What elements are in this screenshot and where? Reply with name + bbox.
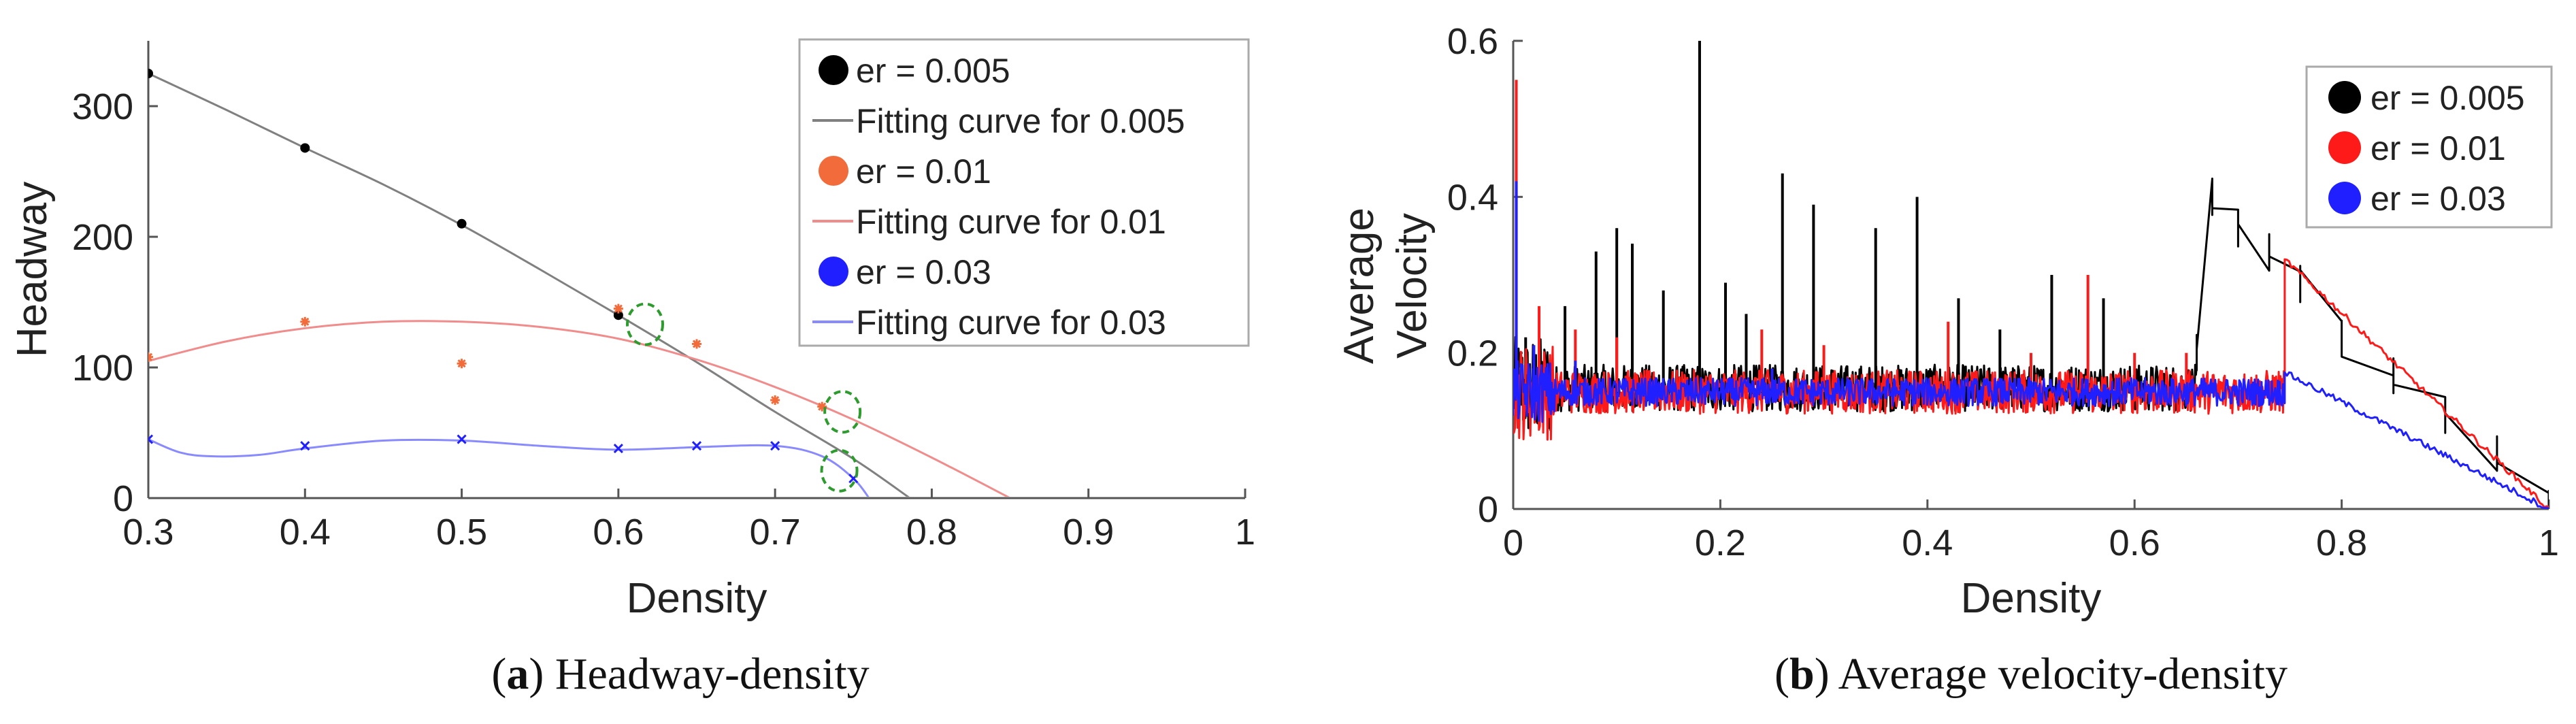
fit-curve-er-001 [148, 320, 1010, 497]
data-point-er-001 [457, 359, 467, 369]
panel-a-y-tick-label: 300 [72, 86, 133, 127]
panel-a-x-tick-label: 0.4 [280, 512, 331, 553]
data-point-er-003 [148, 434, 154, 444]
data-point-er-0005 [148, 69, 153, 78]
annotation-dashed-circle [820, 448, 859, 493]
panel-b-x-tick-label: 1 [2539, 523, 2559, 563]
legend-b-label-er-0005: er = 0.005 [2371, 79, 2525, 117]
velocity-trace-er-003 [1513, 360, 2549, 509]
panel-a-x-tick-label: 0.9 [1063, 512, 1114, 553]
legend-b-marker-er-001 [2328, 131, 2361, 164]
annotation-dashed-circle [823, 390, 862, 434]
panel-a-y-tick-label: 100 [72, 348, 133, 389]
data-point-er-001 [770, 395, 780, 405]
fit-curve-er-003 [148, 438, 870, 497]
panel-b-x-tick-label: 0 [1503, 523, 1523, 563]
data-point-er-003 [613, 443, 623, 454]
legend-a-label-fit-0005: Fitting curve for 0.005 [856, 102, 1185, 140]
panel-a-headway-density: 0.3 0.4 0.5 0.6 0.7 0.8 0.9 1 0 100 200 300 Densit… [9, 38, 1255, 699]
fit-curve-er-0005 [148, 72, 910, 497]
data-point-er-001 [692, 339, 701, 349]
panel-a-x-tick-label: 0.7 [750, 512, 801, 553]
panel-a-x-axis-label: Density [627, 575, 767, 622]
panel-b-y-axis-label-line2: Velocity [1389, 213, 1436, 359]
data-point-er-003 [691, 441, 702, 451]
legend-a-label-er-0005: er = 0.005 [856, 52, 1010, 90]
panel-b-x-tick-label: 0.8 [2316, 523, 2367, 563]
legend-a-marker-er-0005 [819, 55, 848, 85]
legend-b-marker-er-003 [2328, 182, 2361, 214]
legend-a-label-er-003: er = 0.03 [856, 253, 991, 291]
panel-a-y-tick-label: 200 [72, 217, 133, 258]
panel-a-legend-box [798, 38, 1250, 347]
data-point-er-003 [300, 441, 310, 451]
panel-a-x-tick-label: 0.5 [436, 512, 487, 553]
panel-a-caption-text: Headway-density [555, 649, 870, 699]
annotation-dashed-circle [626, 302, 665, 346]
legend-b-marker-er-0005 [2328, 81, 2361, 114]
panel-b-axes [1512, 41, 2549, 510]
data-point-er-001 [613, 303, 623, 314]
panel-b-x-tick-label: 0.2 [1695, 523, 1746, 563]
panel-a-caption-letter: a [506, 649, 529, 699]
data-point-er-0005 [457, 218, 467, 229]
panel-a-caption: (a) Headway-density [491, 649, 869, 699]
legend-a-label-fit-001: Fitting curve for 0.01 [856, 203, 1166, 241]
panel-b-x-tick-label: 0.6 [2109, 523, 2160, 563]
panel-b-plot-area [1513, 41, 2549, 509]
panel-b-y-tick-label: 0 [1478, 489, 1498, 530]
panel-b-x-axis-label: Density [1961, 575, 2102, 622]
panel-b-caption-letter: b [1789, 649, 1815, 699]
panel-b-caption: (b) Average velocity-density [1774, 649, 2288, 699]
panel-b-legend: er = 0.005 er = 0.01 er = 0.03 [2305, 65, 2553, 229]
legend-a-label-fit-003: Fitting curve for 0.03 [856, 303, 1166, 342]
panel-a-x-tick-label: 0.3 [122, 512, 174, 553]
legend-b-label-er-003: er = 0.03 [2371, 180, 2506, 218]
panel-a-x-ticks: 0.3 0.4 0.5 0.6 0.7 0.8 0.9 1 [122, 489, 1255, 553]
panel-b-y-tick-label: 0.4 [1447, 177, 1498, 218]
data-point-er-0005 [300, 143, 310, 153]
panel-a-legend: er = 0.005 Fitting curve for 0.005 er = … [798, 38, 1250, 347]
data-point-er-001 [817, 401, 827, 412]
panel-a-x-tick-label: 0.6 [593, 512, 644, 553]
panel-a-axes [147, 41, 1245, 499]
data-point-er-003 [770, 441, 780, 451]
data-point-er-003 [457, 434, 467, 444]
legend-a-marker-er-001 [819, 156, 848, 186]
panel-b-y-tick-label: 0.2 [1447, 333, 1498, 374]
panel-b-y-axis-label-line1: Average [1336, 208, 1383, 364]
panel-b-x-tick-label: 0.4 [1902, 523, 1953, 563]
legend-a-label-er-001: er = 0.01 [856, 152, 991, 191]
data-point-er-001 [148, 352, 153, 362]
panel-b-x-ticks: 0 0.2 0.4 0.6 0.8 1 [1503, 499, 2559, 563]
panel-a-y-tick-label: 0 [113, 478, 133, 519]
panel-a-x-tick-label: 1 [1235, 512, 1255, 553]
legend-a-marker-er-003 [819, 257, 848, 286]
panel-a-plot-area [148, 69, 1010, 497]
panel-a-y-axis-label: Headway [9, 182, 56, 357]
panel-a-y-ticks: 0 100 200 300 [72, 86, 158, 519]
panel-b-y-tick-label: 0.6 [1447, 21, 1498, 62]
panel-b-velocity-density: 0 0.2 0.4 0.6 0.8 1 0 0.2 0.4 0.6 Density Averag… [1336, 21, 2559, 699]
data-point-er-0005 [613, 310, 623, 320]
panel-b-y-ticks: 0 0.2 0.4 0.6 [1447, 21, 1523, 530]
data-point-er-001 [300, 316, 310, 327]
velocity-series-er-003 [1513, 181, 2549, 509]
panel-a-x-tick-label: 0.8 [906, 512, 957, 553]
legend-b-label-er-001: er = 0.01 [2371, 129, 2506, 167]
panel-b-caption-text: Average velocity-density [1838, 649, 2288, 699]
